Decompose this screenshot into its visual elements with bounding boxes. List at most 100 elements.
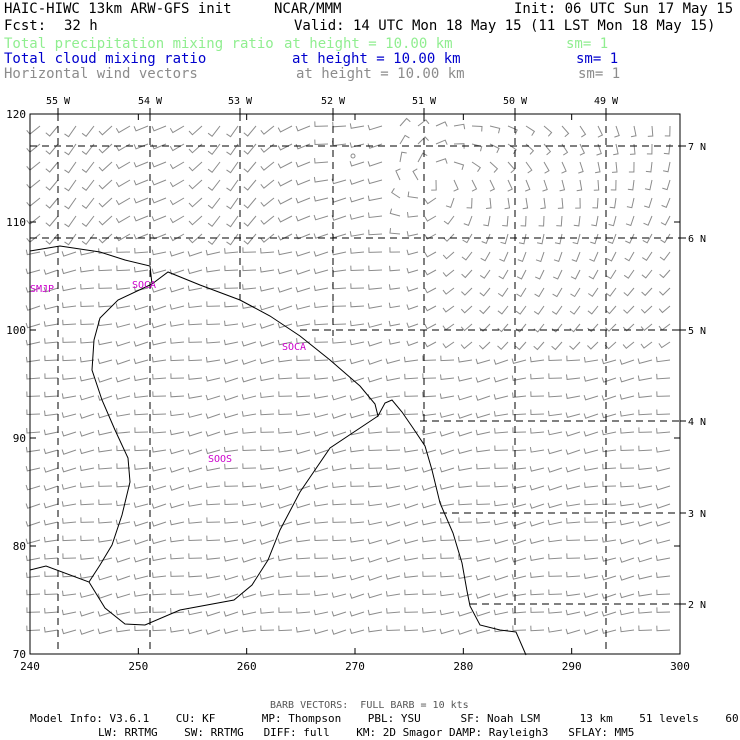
wind-barb (589, 251, 599, 262)
wind-barb (504, 197, 511, 210)
wind-barb (561, 161, 567, 174)
wind-barb (25, 287, 41, 293)
border-southeast (29, 415, 379, 626)
wind-barb (260, 392, 275, 399)
wind-barb (296, 338, 311, 344)
wind-barb (386, 608, 401, 614)
wind-barb (587, 323, 599, 333)
plot-frame (29, 113, 681, 655)
wind-barb (61, 484, 77, 490)
wind-barb (424, 233, 437, 240)
y-tick-label: 80 (13, 540, 26, 553)
wind-barb (579, 125, 587, 138)
wind-barb (367, 143, 383, 149)
y-tick-label: 100 (6, 324, 26, 337)
wind-barb (116, 247, 131, 253)
valid-time: Valid: 14 UTC Mon 18 May 15 (11 LST Mon … (294, 18, 716, 34)
wind-barb (385, 556, 401, 563)
wind-barb (453, 161, 465, 170)
wind-barb (151, 125, 167, 132)
wind-barb (406, 340, 419, 347)
wind-barb (511, 591, 527, 597)
wind-barb (259, 483, 275, 489)
wind-barb (511, 375, 527, 381)
wind-barb (207, 125, 221, 138)
wind-barb (241, 376, 257, 383)
wind-barb (313, 393, 329, 399)
wind-barb (388, 284, 401, 290)
wind-barb (44, 338, 59, 344)
wind-barb (602, 446, 617, 453)
wind-barb (314, 553, 329, 559)
wind-barb (116, 265, 131, 272)
wind-barb (133, 358, 149, 365)
wind-barb (660, 233, 671, 244)
wind-barb (431, 179, 437, 191)
wind-barb (133, 591, 149, 597)
wind-barb (516, 269, 527, 280)
wind-barb (98, 320, 113, 327)
wind-barb (62, 319, 77, 326)
wind-barb (97, 412, 113, 419)
wind-barb (593, 179, 600, 191)
wind-barb (205, 573, 221, 579)
wind-barb (98, 161, 113, 172)
wind-barb (624, 251, 635, 262)
wind-barb (151, 215, 167, 222)
wind-barb (607, 233, 617, 245)
wind-barb (241, 538, 257, 545)
wind-barb (241, 557, 257, 563)
wind-barb (277, 503, 293, 509)
wind-barb (475, 574, 491, 581)
wind-barb (295, 215, 311, 222)
wind-barb (151, 197, 167, 204)
wind-barb (43, 269, 59, 275)
latitude-label: 4 N (688, 417, 706, 428)
wind-barb (583, 592, 599, 599)
wind-barb (497, 287, 509, 297)
wind-barb (277, 215, 293, 223)
x-tick-label: 280 (453, 660, 473, 673)
wind-barb (170, 553, 185, 560)
wind-barb (576, 179, 583, 192)
wind-barb (133, 539, 149, 545)
wind-barb (115, 341, 131, 347)
wind-barb (61, 609, 77, 616)
wind-barb (406, 322, 419, 329)
wind-barb (260, 427, 275, 433)
wind-barb (80, 535, 95, 542)
wind-barb (619, 592, 635, 599)
wind-barb (45, 179, 59, 191)
wind-barb (260, 197, 275, 207)
wind-barb (187, 609, 203, 616)
coastline-north (29, 245, 527, 656)
wind-barb (457, 573, 473, 579)
wind-barb (489, 161, 499, 173)
wind-barb (314, 355, 329, 362)
wind-barb (259, 556, 275, 563)
wind-barb (331, 266, 347, 273)
wind-barb (569, 341, 581, 351)
wind-barb (296, 373, 311, 379)
wind-barb (81, 215, 95, 227)
wind-barb (658, 305, 671, 314)
wind-barb (314, 319, 329, 326)
wind-barb (313, 412, 329, 418)
wind-barb (619, 376, 635, 383)
wind-barb (440, 553, 455, 559)
wind-barb (259, 358, 275, 365)
wind-barb (259, 574, 275, 580)
wind-barb (367, 322, 383, 328)
wind-barb (664, 125, 671, 137)
wind-barb (596, 143, 602, 156)
x-tick-label: 290 (562, 660, 582, 673)
wind-barb (601, 537, 617, 543)
wind-barb (611, 161, 618, 173)
wind-barb (620, 428, 635, 434)
wind-barb (439, 628, 455, 635)
wind-barb (134, 427, 149, 433)
axis-ticks (29, 108, 686, 655)
wind-barb (25, 538, 41, 545)
wind-barb (588, 269, 599, 280)
longitude-label: 53 W (228, 96, 253, 107)
